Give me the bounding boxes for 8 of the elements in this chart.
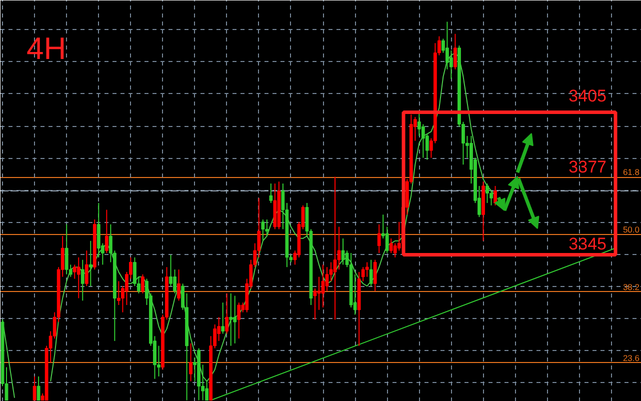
y-tick-label: 23.6 (622, 352, 640, 363)
annotation: 3405 (568, 86, 607, 106)
annotation: 3345 (568, 234, 607, 254)
y-tick-label: 61.8 (622, 167, 640, 178)
text: 4H (26, 31, 66, 66)
y-tick-label: 50.0 (622, 224, 640, 235)
annotation: 3377 (568, 158, 607, 176)
y-tick-label: 38.2 (622, 282, 640, 292)
